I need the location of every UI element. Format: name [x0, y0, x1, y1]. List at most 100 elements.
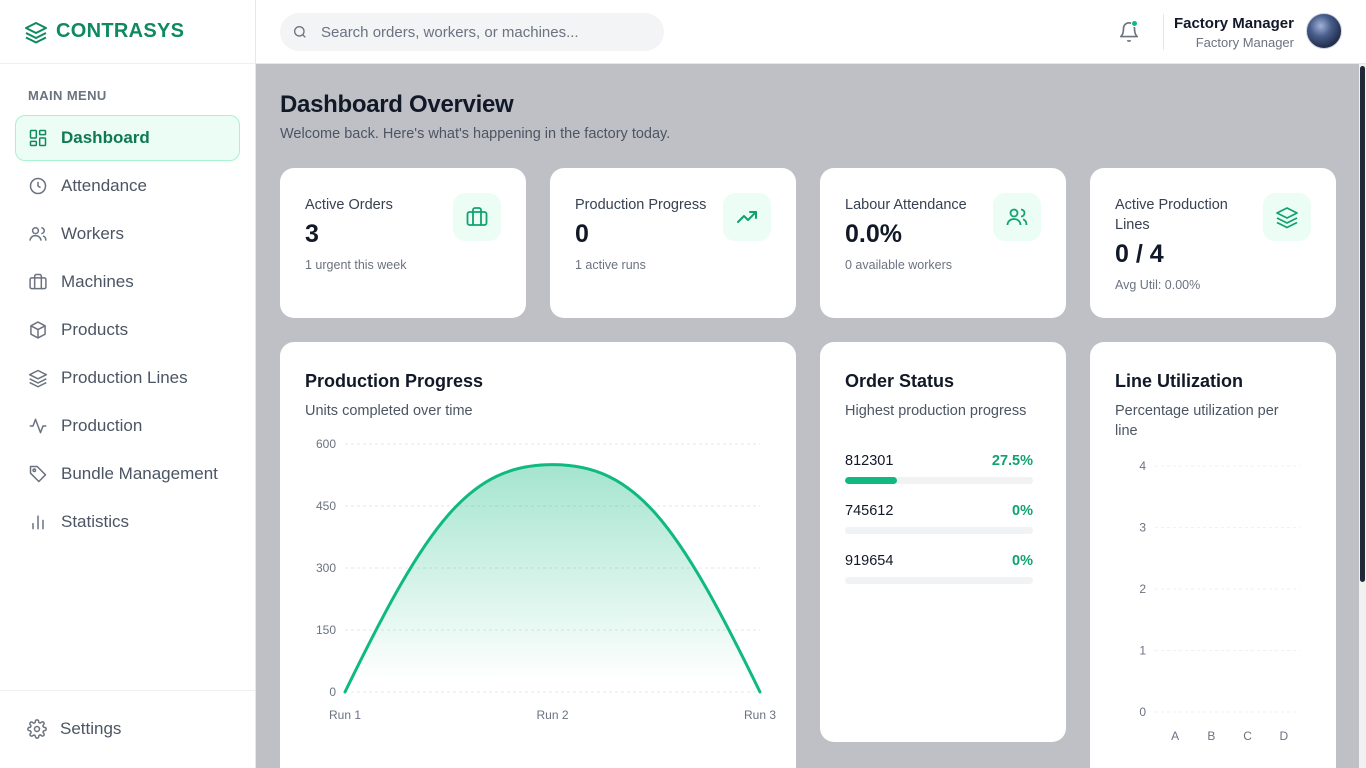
avatar[interactable]	[1306, 13, 1342, 49]
search-box[interactable]	[280, 13, 664, 51]
sidebar-item-label: Production Lines	[61, 368, 188, 387]
order-id: 745612	[845, 503, 894, 519]
users-icon	[993, 193, 1041, 241]
y-tick-label: 1	[1139, 644, 1146, 658]
stat-label: Labour Attendance	[845, 197, 967, 213]
panel-subtitle: Units completed over time	[305, 403, 473, 419]
order-id: 919654	[845, 553, 894, 569]
users-icon	[28, 224, 48, 244]
stat-card-labour-attendance[interactable]: Labour Attendance 0.0% 0 available worke…	[820, 168, 1066, 318]
sidebar-item-label: Production	[61, 416, 143, 435]
divider	[1163, 14, 1164, 50]
user-info[interactable]: Factory Manager Factory Manager	[1174, 15, 1294, 50]
settings-label: Settings	[60, 719, 122, 738]
sidebar-item-products[interactable]: Products	[15, 307, 240, 353]
page-title: Dashboard Overview	[280, 91, 514, 118]
y-tick-label: 2	[1139, 582, 1146, 596]
order-percent: 0%	[1012, 503, 1033, 519]
main-content: Dashboard Overview Welcome back. Here's …	[256, 64, 1359, 768]
y-tick-label: 0	[329, 685, 336, 699]
stat-card-active-orders[interactable]: Active Orders 3 1 urgent this week	[280, 168, 526, 318]
progress-track	[845, 527, 1033, 534]
sidebar-item-label: Bundle Management	[61, 464, 218, 483]
series-area-fill	[345, 464, 760, 692]
sidebar-item-settings[interactable]: Settings	[27, 719, 121, 739]
stat-card-active-production-lines[interactable]: Active Production Lines 0 / 4 Avg Util: …	[1090, 168, 1336, 318]
y-tick-label: 0	[1139, 705, 1146, 719]
stat-label: Production Progress	[575, 197, 707, 213]
sidebar-item-statistics[interactable]: Statistics	[15, 499, 240, 545]
stat-sub: 1 urgent this week	[305, 258, 407, 272]
panel-subtitle: Percentage utilization per line	[1115, 403, 1279, 439]
x-tick-label: B	[1207, 729, 1215, 743]
scrollbar[interactable]	[1359, 64, 1366, 768]
scrollbar-thumb[interactable]	[1360, 66, 1365, 582]
stat-value: 0	[575, 220, 589, 248]
bar-chart-icon	[28, 512, 48, 532]
production-area-chart: 0 150 300 450 600 Run 1 Run 2 Run 3	[316, 437, 776, 722]
sidebar-item-label: Products	[61, 320, 129, 339]
x-tick-label: Run 1	[329, 708, 361, 722]
line-utilization-panel: Line Utilization Percentage utilization …	[1090, 342, 1336, 768]
tag-icon	[28, 464, 48, 484]
search-icon	[292, 24, 308, 40]
order-percent: 0%	[1012, 553, 1033, 569]
stat-value: 3	[305, 220, 319, 248]
briefcase-icon	[453, 193, 501, 241]
activity-icon	[28, 416, 48, 436]
brand-name: CONTRASYS	[56, 20, 185, 42]
user-name: Factory Manager	[1173, 15, 1294, 32]
stat-card-production-progress[interactable]: Production Progress 0 1 active runs	[550, 168, 796, 318]
stat-sub: 1 active runs	[575, 258, 646, 272]
y-tick-label: 450	[316, 499, 336, 513]
sidebar-item-dashboard[interactable]: Dashboard	[15, 115, 240, 161]
sidebar-item-label: Statistics	[61, 512, 130, 531]
menu-heading: MAIN MENU	[28, 88, 107, 103]
sidebar-item-production-lines[interactable]: Production Lines	[15, 355, 240, 401]
panel-title: Order Status	[845, 371, 955, 391]
order-id: 812301	[845, 453, 894, 469]
progress-track	[845, 477, 1033, 484]
clock-icon	[28, 176, 48, 196]
grid-icon	[28, 128, 48, 148]
sidebar-item-production[interactable]: Production	[15, 403, 240, 449]
briefcase-icon	[28, 272, 48, 292]
bell-icon[interactable]	[1118, 20, 1140, 44]
sidebar-footer: Settings	[0, 690, 255, 768]
x-tick-label: Run 2	[536, 708, 568, 722]
panel-title: Production Progress	[305, 371, 484, 391]
stat-sub: 0 available workers	[845, 258, 952, 272]
topbar: Factory Manager Factory Manager	[256, 0, 1366, 64]
order-percent: 27.5%	[991, 453, 1033, 469]
layers-icon	[1263, 193, 1311, 241]
sidebar-item-workers[interactable]: Workers	[15, 211, 240, 257]
sidebar-item-attendance[interactable]: Attendance	[15, 163, 240, 209]
layers-icon	[24, 20, 48, 44]
x-tick-label: D	[1280, 729, 1289, 743]
notification-dot	[1131, 20, 1138, 27]
order-status-panel: Order Status Highest production progress…	[820, 342, 1066, 742]
brand[interactable]: CONTRASYS	[0, 0, 255, 64]
y-tick-label: 3	[1139, 521, 1146, 535]
sidebar-item-label: Dashboard	[61, 128, 150, 147]
x-tick-label: A	[1171, 729, 1179, 743]
trending-up-icon	[723, 193, 771, 241]
stat-value: 0.0%	[845, 220, 902, 248]
stat-sub: Avg Util: 0.00%	[1115, 278, 1201, 292]
sidebar-item-label: Workers	[61, 224, 124, 243]
production-progress-panel: Production Progress Units completed over…	[280, 342, 796, 768]
stat-value: 0 / 4	[1115, 240, 1164, 268]
search-input[interactable]	[321, 23, 641, 41]
sidebar-item-machines[interactable]: Machines	[15, 259, 240, 305]
series-line	[343, 463, 762, 694]
gear-icon	[27, 719, 47, 739]
progress-fill	[845, 477, 897, 484]
sidebar-item-label: Attendance	[61, 176, 148, 195]
sidebar-item-bundle-management[interactable]: Bundle Management	[15, 451, 240, 497]
y-tick-label: 600	[316, 437, 336, 451]
sidebar-item-label: Machines	[61, 272, 134, 291]
layers-icon	[28, 368, 48, 388]
x-tick-label: C	[1243, 729, 1252, 743]
y-tick-label: 4	[1139, 459, 1146, 473]
user-role: Factory Manager	[1195, 35, 1294, 50]
